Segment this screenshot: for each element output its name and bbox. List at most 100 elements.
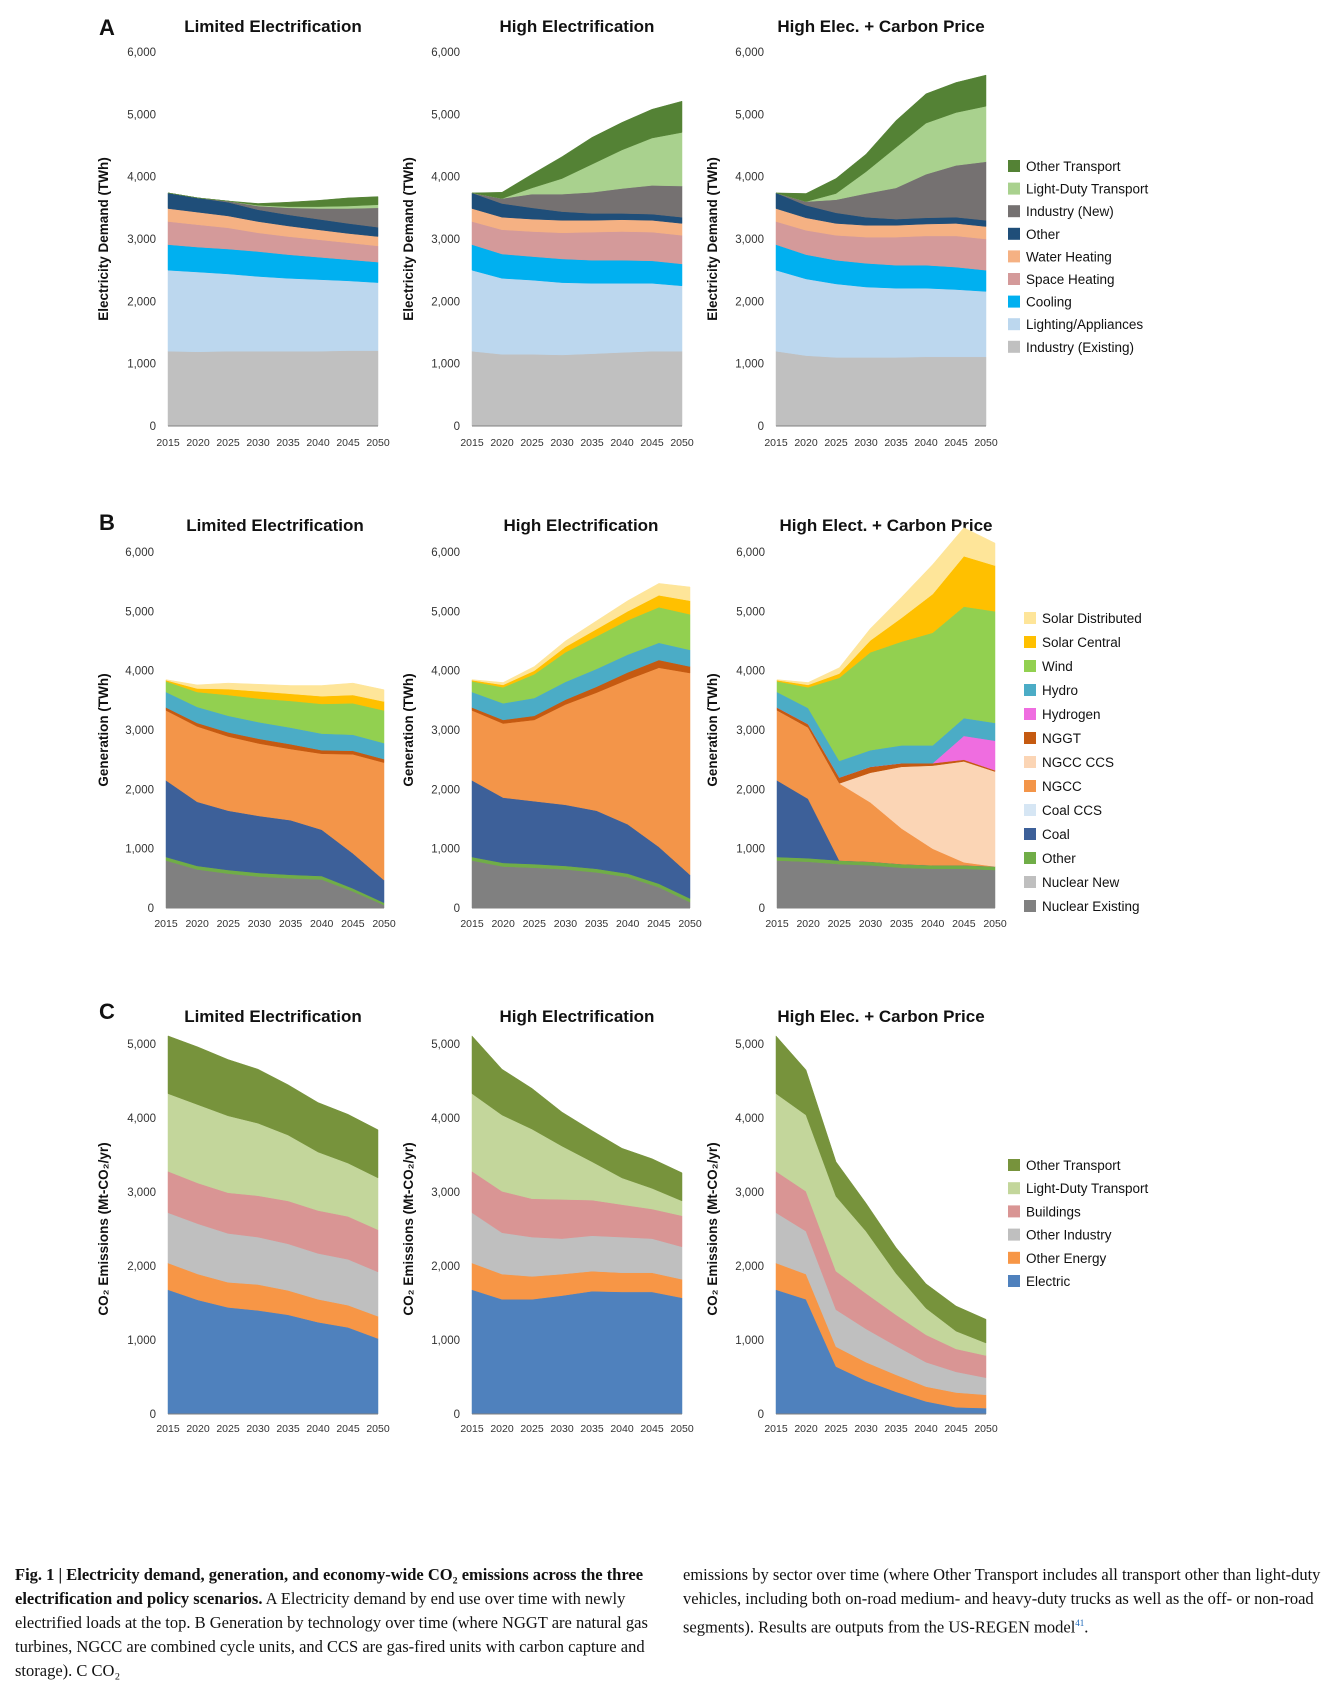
legend-swatch-lighting-appliances (1008, 318, 1020, 331)
y-tick-label: 6,000 (431, 47, 460, 59)
chart-c-high-electrification: High Electrification CO₂ Emissions (Mt-CO… (401, 1007, 694, 1435)
x-tick-label: 2035 (276, 1423, 300, 1435)
x-tick-label: 2040 (610, 1423, 634, 1435)
legend-swatch-wind (1024, 660, 1036, 672)
y-tick-label: 5,000 (431, 606, 460, 618)
y-tick-label: 2,000 (735, 1261, 764, 1273)
legend-label: Light-Duty Transport (1026, 1181, 1149, 1196)
x-tick-label: 2040 (610, 437, 634, 449)
x-tick-label: 2050 (974, 1423, 998, 1435)
y-axis-label: CO₂ Emissions (Mt-CO₂/yr) (401, 1142, 416, 1315)
chart-title: Limited Electrification (186, 516, 364, 535)
legend-swatch-solar-central (1024, 636, 1036, 648)
y-tick-label: 4,000 (736, 666, 765, 678)
legend-label: Industry (Existing) (1026, 340, 1134, 355)
chart-title: High Electrification (500, 17, 655, 36)
x-tick-label: 2035 (580, 437, 604, 449)
y-tick-label: 0 (150, 1409, 156, 1421)
legend-label: Wind (1042, 659, 1073, 674)
x-tick-label: 2045 (952, 918, 976, 930)
figure-caption-right: emissions by sector over time (where Oth… (683, 1563, 1328, 1640)
x-tick-label: 2020 (491, 918, 515, 930)
x-tick-label: 2025 (520, 437, 544, 449)
area-industry-existing (775, 350, 987, 427)
area-electric (471, 1289, 683, 1415)
figure-canvas: Limited Electrification Electricity Deman… (96, 15, 1149, 1435)
legend-swatch-nuclear-existing (1024, 900, 1036, 912)
x-tick-label: 2025 (216, 437, 240, 449)
y-tick-label: 5,000 (127, 1039, 156, 1051)
y-tick-label: 4,000 (431, 1113, 460, 1125)
legend-swatch-solar-distributed (1024, 612, 1036, 624)
x-tick-label: 2015 (764, 437, 788, 449)
y-tick-label: 5,000 (125, 606, 154, 618)
legend-label: NGGT (1042, 731, 1081, 746)
x-tick-label: 2045 (640, 1423, 664, 1435)
legend-label: Other Transport (1026, 1158, 1121, 1173)
caption-reference[interactable]: 41 (1075, 1618, 1085, 1628)
chart-c-high-elec-carbon-price: High Elec. + Carbon Price CO₂ Emissions (… (705, 1007, 998, 1435)
legend-swatch-cooling (1008, 295, 1020, 308)
y-tick-label: 4,000 (125, 666, 154, 678)
legend-label: Other Energy (1026, 1251, 1107, 1266)
legend-swatch-hydro (1024, 684, 1036, 696)
chart-a-high-elec-carbon-price: High Elec. + Carbon Price Electricity Dem… (705, 17, 998, 449)
y-tick-label: 0 (454, 1409, 460, 1421)
legend-b: Solar Distributed Solar Central Wind Hydro H… (1024, 611, 1142, 914)
legend-swatch-coal-ccs (1024, 804, 1036, 816)
y-tick-label: 2,000 (736, 784, 765, 796)
legend-swatch-other (1008, 227, 1020, 240)
x-tick-label: 2040 (914, 1423, 938, 1435)
legend-label: NGCC (1042, 779, 1082, 794)
x-tick-label: 2020 (185, 918, 209, 930)
chart-title: High Elec. + Carbon Price (777, 17, 984, 36)
y-tick-label: 6,000 (735, 47, 764, 59)
legend-swatch-nuclear-new (1024, 876, 1036, 888)
y-tick-label: 1,000 (127, 1335, 156, 1347)
legend-swatch-other-transport (1008, 160, 1020, 172)
y-tick-label: 3,000 (735, 1187, 764, 1199)
chart-a-high-electrification: High Electrification Electricity Demand (… (401, 17, 694, 449)
x-tick-label: 2030 (248, 918, 272, 930)
x-tick-label: 2020 (186, 437, 210, 449)
area-other-transport (167, 192, 379, 207)
chart-title: Limited Electrification (184, 1007, 362, 1026)
legend-swatch-ngcc-ccs (1024, 756, 1036, 768)
chart-a-limited-electrification: Limited Electrification Electricity Deman… (96, 17, 390, 449)
chart-title: High Elec. + Carbon Price (777, 1007, 984, 1026)
chart-title: High Electrification (504, 516, 659, 535)
y-tick-label: 3,000 (125, 725, 154, 737)
legend-label: Other (1026, 227, 1060, 242)
area-lighting-appliances (167, 269, 379, 353)
y-tick-label: 4,000 (735, 172, 764, 184)
y-tick-label: 4,000 (127, 1113, 156, 1125)
y-tick-label: 5,000 (735, 109, 764, 121)
y-axis-label: Generation (TWh) (705, 673, 720, 786)
x-tick-label: 2050 (366, 437, 390, 449)
x-tick-label: 2015 (156, 1423, 180, 1435)
legend-label: NGCC CCS (1042, 755, 1114, 770)
area-other-transport (775, 1035, 987, 1344)
y-tick-label: 0 (758, 1409, 764, 1421)
area-solar-distributed (776, 527, 996, 686)
x-tick-label: 2030 (854, 1423, 878, 1435)
x-tick-label: 2030 (246, 1423, 270, 1435)
y-axis-label: Electricity Demand (TWh) (401, 157, 416, 321)
y-tick-label: 3,000 (127, 1187, 156, 1199)
x-tick-label: 2015 (765, 918, 789, 930)
legend-label: Electric (1026, 1274, 1071, 1289)
x-tick-label: 2025 (824, 437, 848, 449)
legend-swatch-other (1024, 852, 1036, 864)
x-tick-label: 2020 (490, 437, 514, 449)
legend-swatch-ngcc (1024, 780, 1036, 792)
y-tick-label: 1,000 (431, 359, 460, 371)
x-tick-label: 2045 (647, 918, 671, 930)
y-tick-label: 6,000 (736, 547, 765, 559)
legend-label: Coal (1042, 827, 1070, 842)
legend-swatch-electric (1008, 1275, 1020, 1287)
caption-text-right: emissions by sector over time (where Oth… (683, 1565, 1321, 1637)
chart-b-limited-electrification: Limited Electrification Generation (TWh) 0… (96, 516, 396, 930)
y-tick-label: 0 (759, 903, 765, 915)
x-tick-label: 2050 (366, 1423, 390, 1435)
x-tick-label: 2030 (554, 918, 578, 930)
